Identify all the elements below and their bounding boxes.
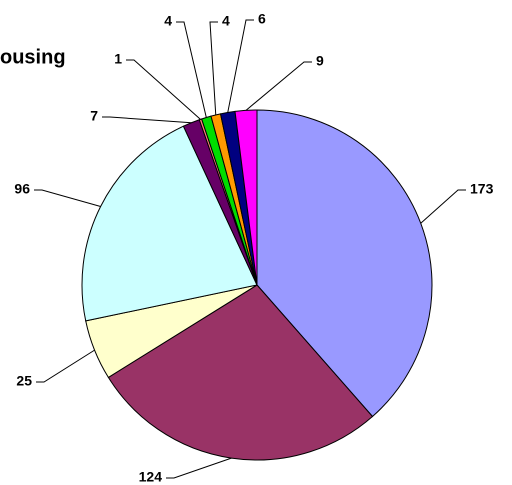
data-label: 7 bbox=[90, 108, 98, 124]
pie-slice bbox=[256, 109, 433, 418]
leader-line bbox=[36, 349, 95, 383]
pie-slice bbox=[81, 125, 258, 322]
leader-line bbox=[102, 116, 192, 124]
leader-line bbox=[227, 19, 254, 113]
leader-line bbox=[245, 61, 312, 111]
data-label: 4 bbox=[222, 13, 230, 29]
data-label: 25 bbox=[16, 373, 32, 389]
data-label: 4 bbox=[164, 13, 172, 29]
pie-slice bbox=[234, 109, 258, 286]
data-label: 1 bbox=[114, 51, 122, 67]
data-label: 124 bbox=[139, 469, 163, 485]
leader-line bbox=[166, 457, 232, 479]
data-label: 6 bbox=[258, 11, 266, 27]
leader-line bbox=[420, 189, 466, 224]
data-label: 9 bbox=[316, 53, 324, 69]
data-label: 96 bbox=[14, 181, 30, 197]
data-label: 173 bbox=[470, 181, 494, 197]
chart-title: ousing bbox=[0, 46, 66, 68]
leader-line bbox=[34, 189, 101, 207]
leader-line bbox=[209, 21, 218, 115]
leader-line bbox=[176, 21, 207, 118]
leader-line bbox=[126, 59, 201, 120]
